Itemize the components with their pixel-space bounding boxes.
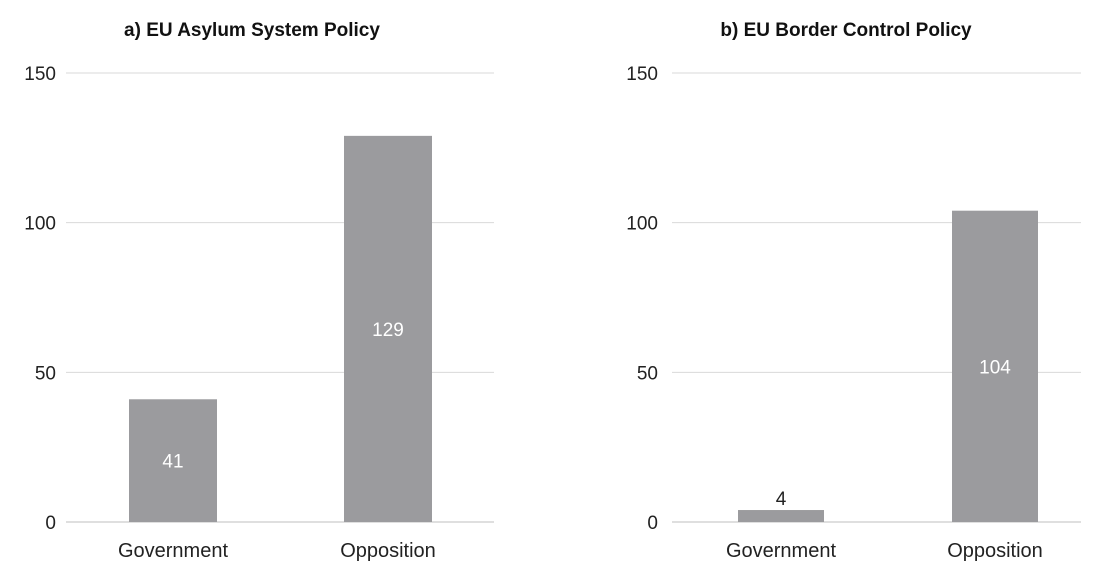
chart-a-svg: a) EU Asylum System Policy 0 50 100 150 41 Gov… <box>24 20 494 561</box>
y-tick-label: 0 <box>45 513 56 534</box>
y-tick-label: 150 <box>626 64 658 85</box>
chart-title: b) EU Border Control Policy <box>720 20 972 41</box>
chart-b: b) EU Border Control Policy 0 50 100 150 4 Gov… <box>548 0 1095 561</box>
chart-title: a) EU Asylum System Policy <box>124 20 380 41</box>
y-tick-label: 150 <box>24 64 56 85</box>
y-tick-label: 100 <box>24 214 56 235</box>
bar-government <box>738 510 824 522</box>
y-tick-label: 50 <box>35 363 56 384</box>
x-category-label: Government <box>118 540 228 561</box>
bar-government <box>129 399 217 522</box>
bar-opposition <box>952 210 1038 522</box>
x-category-label: Opposition <box>947 540 1043 561</box>
data-label: 41 <box>162 452 183 473</box>
data-label: 129 <box>372 320 404 341</box>
x-category-label: Government <box>726 540 836 561</box>
y-tick-label: 50 <box>637 363 658 384</box>
data-label: 4 <box>776 489 787 510</box>
x-category-label: Opposition <box>340 540 436 561</box>
data-label: 104 <box>979 357 1011 378</box>
bar-opposition <box>344 135 432 523</box>
y-tick-label: 0 <box>647 513 658 534</box>
chart-a: a) EU Asylum System Policy 0 50 100 150 41 Gov… <box>24 20 494 561</box>
chart-b-svg: b) EU Border Control Policy 0 50 100 150 4 Gov… <box>626 20 1081 561</box>
y-tick-label: 100 <box>626 214 658 235</box>
